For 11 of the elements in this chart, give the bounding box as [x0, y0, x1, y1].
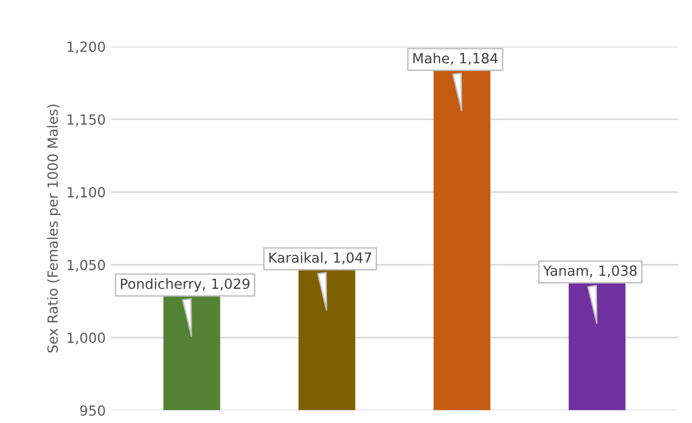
y-tick-label: 1,050: [68, 260, 105, 272]
y-tick-label: 1,000: [68, 332, 105, 344]
y-axis-title: Sex Ratio (Females per 1000 Males): [47, 104, 61, 352]
data-label: Yanam, 1,038: [543, 265, 637, 278]
y-tick-label: 1,150: [68, 114, 105, 126]
y-tick-label: 1,100: [68, 187, 105, 199]
data-label: Mahe, 1,184: [413, 52, 498, 65]
y-tick-label: 950: [80, 405, 105, 416]
data-label: Karaikal, 1,047: [269, 252, 372, 264]
data-label: Pondicherry, 1,029: [120, 278, 250, 292]
y-tick-label: 1,200: [68, 42, 105, 54]
